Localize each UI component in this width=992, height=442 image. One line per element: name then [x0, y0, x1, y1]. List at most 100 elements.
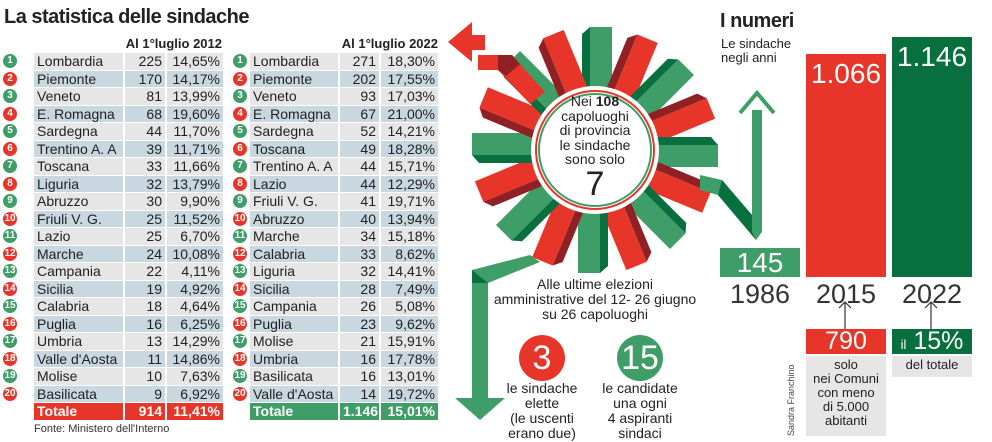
percent: 7,49% [381, 280, 438, 297]
percent: 9,90% [167, 193, 223, 210]
region-name: Trentino A. A [34, 140, 123, 157]
green-up-arrow-icon [700, 110, 762, 240]
count: 67 [340, 105, 379, 122]
rank-badge: 3 [3, 89, 17, 103]
rank-badge: 14 [3, 281, 17, 296]
count: 39 [125, 140, 165, 157]
note-2015-value: 790 [806, 329, 886, 354]
total-percent: 11,41% [167, 403, 223, 420]
count: 52 [340, 123, 379, 140]
rank-badge: 18 [233, 351, 247, 366]
region-name: Umbria [34, 333, 123, 350]
percent: 13,79% [167, 175, 223, 192]
sunburst-spokes [472, 27, 718, 273]
count: 44 [340, 175, 379, 192]
region-name: E. Romagna [34, 105, 123, 122]
rank-badge: 16 [233, 316, 247, 331]
sunburst-spoke [645, 137, 718, 167]
count: 81 [125, 88, 165, 105]
region-name: E. Romagna [250, 105, 338, 122]
sunburst-spoke [532, 189, 588, 266]
total-label: Totale [34, 403, 123, 420]
percent: 14,65% [167, 53, 223, 70]
percent: 8,62% [381, 245, 438, 262]
rank-badge: 18 [3, 351, 17, 366]
rank-badge: 7 [233, 159, 247, 173]
candidates-count-circle: 15 [617, 335, 663, 381]
rank-badge: 1 [233, 54, 247, 68]
rank-badge: 8 [3, 176, 17, 191]
green-arrow-icon [472, 255, 540, 400]
count: 16 [125, 315, 165, 332]
percent: 17,78% [381, 350, 438, 367]
percent: 11,71% [167, 140, 223, 157]
region-name: Molise [250, 333, 338, 350]
center-big-number: 7 [585, 164, 605, 203]
note-2015-text: solo nei Comuni con meno di 5.000 abitanti [806, 356, 886, 436]
count: 44 [125, 123, 165, 140]
rank-badge: 9 [233, 194, 247, 208]
rank-badge: 19 [233, 369, 247, 383]
count: 49 [340, 140, 379, 157]
note-2022-value: il 15% [892, 329, 972, 354]
region-name: Sardegna [250, 123, 338, 140]
rank-badge: 11 [3, 229, 17, 243]
count: 19 [125, 280, 165, 297]
region-name: Friuli V. G. [34, 210, 123, 227]
percent: 14,41% [381, 263, 438, 280]
rank-badge: 16 [3, 316, 17, 331]
region-name: Toscana [250, 140, 338, 157]
region-name: Lazio [250, 175, 338, 192]
rank-badge: 15 [233, 299, 247, 313]
region-name: Friuli V. G. [250, 193, 338, 210]
region-name: Sicilia [250, 280, 338, 297]
count: 225 [125, 53, 165, 70]
count: 16 [340, 368, 379, 385]
count: 25 [125, 210, 165, 227]
rank-badge: 9 [3, 194, 17, 208]
rank-badge: 17 [233, 334, 247, 348]
count: 21 [340, 333, 379, 350]
red-arrowhead-icon [448, 22, 485, 62]
count: 23 [340, 315, 379, 332]
rank-badge: 6 [3, 141, 17, 156]
region-name: Basilicata [34, 385, 123, 402]
rank-badge: 10 [233, 211, 247, 226]
rank-badge: 7 [3, 159, 17, 173]
percent: 18,28% [381, 140, 438, 157]
count: 170 [125, 70, 165, 87]
count: 16 [340, 350, 379, 367]
percent: 6,25% [167, 315, 223, 332]
elected-label: le sindache elette (le uscenti erano due) [506, 380, 578, 441]
region-name: Campania [250, 298, 338, 315]
count: 13 [125, 333, 165, 350]
region-name: Basilicata [250, 368, 338, 385]
count: 25 [125, 228, 165, 245]
region-name: Abruzzo [250, 210, 338, 227]
note-2022-text: del totale [892, 356, 972, 377]
sunburst-spoke [634, 157, 711, 213]
region-name: Campania [34, 263, 123, 280]
sunburst-spoke [598, 191, 652, 271]
region-name: Marche [250, 228, 338, 245]
rank-badge: 17 [3, 334, 17, 348]
sunburst-spoke [474, 153, 554, 207]
count: 93 [340, 88, 379, 105]
rank-badge: 2 [3, 71, 17, 86]
percent: 4,92% [167, 280, 223, 297]
count: 14 [340, 385, 379, 402]
region-name: Calabria [250, 245, 338, 262]
percent: 18,30% [381, 53, 438, 70]
region-name: Veneto [34, 88, 123, 105]
count: 9 [125, 385, 165, 402]
count: 30 [125, 193, 165, 210]
rank-badge: 3 [233, 89, 247, 103]
rank-badge: 20 [233, 386, 247, 401]
author-credit: Sandra Franchino [786, 364, 796, 436]
count: 40 [340, 210, 379, 227]
rank-badge: 8 [233, 176, 247, 191]
region-name: Lombardia [250, 53, 338, 70]
elections-text: Alle ultime elezioni amministrative del 1… [493, 276, 697, 322]
sunburst-spoke [636, 93, 716, 147]
percent: 15,18% [381, 228, 438, 245]
